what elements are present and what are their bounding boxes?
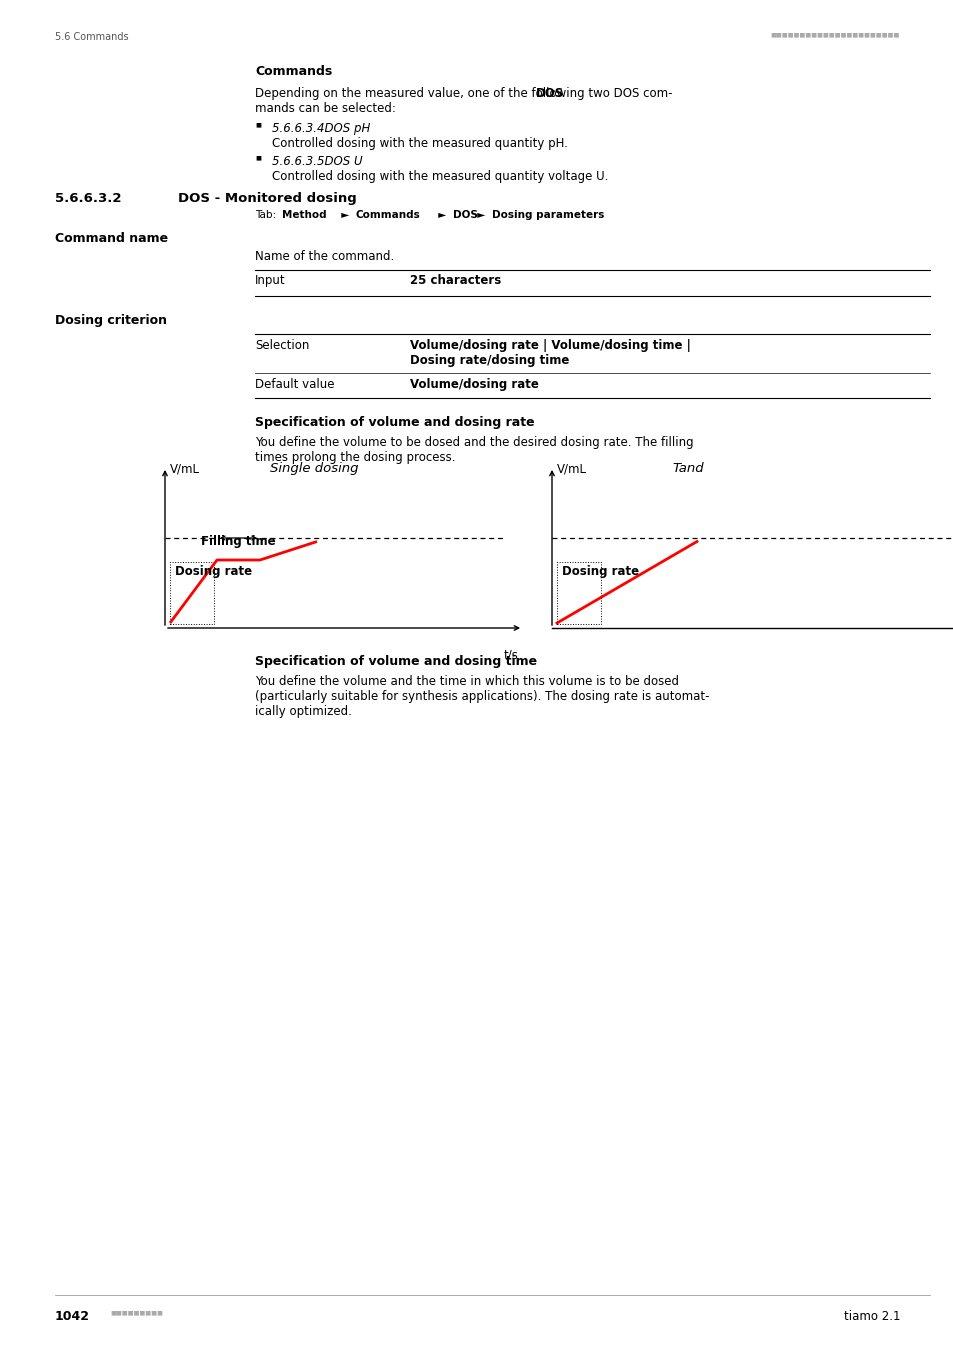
Text: 5.6.6.3.4DOS pH: 5.6.6.3.4DOS pH [272, 122, 370, 135]
Text: ■: ■ [254, 122, 260, 127]
Text: ■■■■■■■■■: ■■■■■■■■■ [110, 1310, 163, 1315]
Text: ►: ► [474, 211, 488, 220]
Text: 1042: 1042 [55, 1310, 90, 1323]
Text: tiamo 2.1: tiamo 2.1 [842, 1310, 899, 1323]
Text: Volume/dosing rate: Volume/dosing rate [410, 378, 538, 392]
Text: ►: ► [435, 211, 449, 220]
Text: Dosing parameters: Dosing parameters [492, 211, 604, 220]
Text: 5.6.6.3.2: 5.6.6.3.2 [55, 192, 121, 205]
Text: Specification of volume and dosing rate: Specification of volume and dosing rate [254, 416, 534, 429]
Text: Dosing criterion: Dosing criterion [55, 315, 167, 327]
Text: mands can be selected:: mands can be selected: [254, 103, 395, 115]
Text: Dosing rate/dosing time: Dosing rate/dosing time [410, 354, 569, 367]
Text: Filling time: Filling time [201, 535, 275, 548]
Text: ically optimized.: ically optimized. [254, 705, 352, 718]
Text: DOS: DOS [453, 211, 477, 220]
Text: 5.6.6.3.5DOS U: 5.6.6.3.5DOS U [272, 155, 362, 167]
Text: DOS: DOS [536, 86, 564, 100]
Text: (particularly suitable for synthesis applications). The dosing rate is automat-: (particularly suitable for synthesis app… [254, 690, 709, 703]
Text: Specification of volume and dosing time: Specification of volume and dosing time [254, 655, 537, 668]
Text: Tand: Tand [671, 462, 703, 475]
Text: ►: ► [337, 211, 352, 220]
Text: 25 characters: 25 characters [410, 274, 500, 288]
Text: ■■■■■■■■■■■■■■■■■■■■■■: ■■■■■■■■■■■■■■■■■■■■■■ [770, 32, 899, 36]
Text: You define the volume to be dosed and the desired dosing rate. The filling: You define the volume to be dosed and th… [254, 436, 693, 450]
Text: times prolong the dosing process.: times prolong the dosing process. [254, 451, 455, 464]
Text: Method: Method [282, 211, 326, 220]
Text: ■: ■ [254, 155, 260, 161]
Text: Tab:: Tab: [254, 211, 279, 220]
Text: V/mL: V/mL [557, 462, 586, 475]
Text: Default value: Default value [254, 378, 335, 392]
Text: Name of the command.: Name of the command. [254, 250, 394, 263]
Text: Dosing rate: Dosing rate [561, 566, 639, 578]
Text: Controlled dosing with the measured quantity voltage U.: Controlled dosing with the measured quan… [272, 170, 608, 184]
Text: Commands: Commands [254, 65, 332, 78]
Text: Dosing rate: Dosing rate [174, 566, 252, 578]
Text: You define the volume and the time in which this volume is to be dosed: You define the volume and the time in wh… [254, 675, 679, 688]
Bar [170, 562, 213, 624]
Text: 5.6 Commands: 5.6 Commands [55, 32, 129, 42]
Text: V/mL: V/mL [170, 462, 200, 475]
Text: Controlled dosing with the measured quantity pH.: Controlled dosing with the measured quan… [272, 136, 567, 150]
Text: Commands: Commands [355, 211, 420, 220]
Bar [557, 562, 600, 624]
Text: Input: Input [254, 274, 285, 288]
Text: t/s: t/s [503, 648, 517, 662]
Text: DOS - Monitored dosing: DOS - Monitored dosing [178, 192, 356, 205]
Text: Selection: Selection [254, 339, 309, 352]
Text: Depending on the measured value, one of the following two DOS com-: Depending on the measured value, one of … [254, 86, 672, 100]
Text: Command name: Command name [55, 232, 168, 244]
Text: Volume/dosing rate | Volume/dosing time |: Volume/dosing rate | Volume/dosing time … [410, 339, 690, 352]
Text: Single dosing: Single dosing [270, 462, 358, 475]
